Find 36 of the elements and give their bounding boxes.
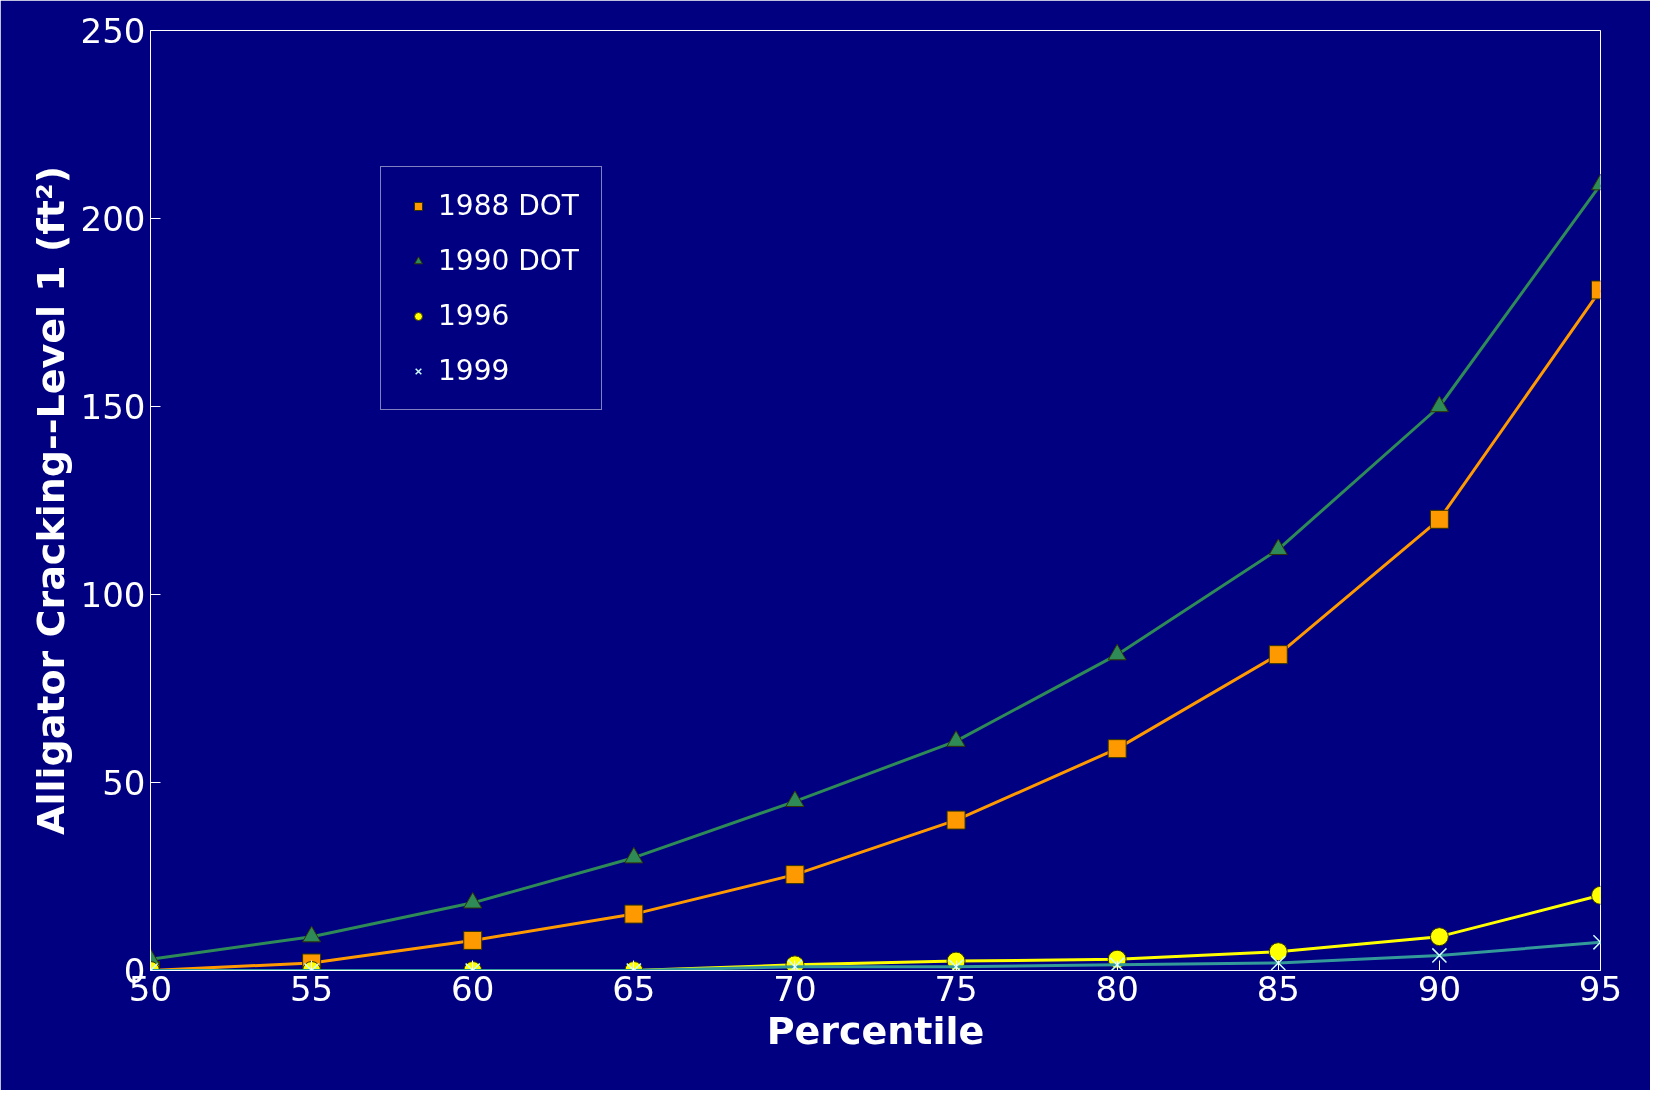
point (1268, 942, 1288, 962)
point (1107, 643, 1127, 661)
point (624, 904, 644, 924)
x-tick-label: 75 (934, 968, 978, 1009)
point (1107, 739, 1127, 759)
x-tick-label: 80 (1095, 968, 1139, 1009)
y-tick-label: 200 (80, 199, 146, 239)
point (1429, 395, 1449, 413)
legend-label: 1988 DOT (438, 189, 579, 222)
x-tick-label: 55 (289, 968, 334, 1009)
point (946, 730, 966, 747)
y-tick-label: 250 (80, 11, 146, 51)
y-tick-label: 150 (80, 387, 146, 427)
legend-label: 1999 (438, 354, 510, 387)
point (785, 790, 805, 807)
x-tick-label: 85 (1256, 968, 1300, 1009)
y-tick-label: 100 (80, 575, 146, 615)
point (1429, 509, 1449, 529)
x-tick-label: 90 (1417, 968, 1462, 1009)
legend-label: 1996 (438, 299, 510, 332)
x-axis-title: Percentile (766, 1008, 985, 1053)
point (946, 810, 966, 830)
point (1429, 927, 1449, 947)
x-tick-label: 95 (1578, 968, 1623, 1009)
point (785, 865, 805, 885)
point (624, 846, 644, 864)
x-tick-label: 70 (773, 968, 817, 1009)
point (1268, 538, 1288, 556)
x-tick-label: 65 (612, 968, 656, 1009)
x-tick-label: 60 (451, 968, 495, 1009)
point (463, 930, 483, 950)
y-tick-label: 50 (102, 763, 146, 803)
legend-label: 1990 DOT (438, 244, 579, 277)
point (302, 925, 322, 943)
y-axis-title: Alligator Cracking--Level 1 (ft²) (28, 165, 73, 835)
point (463, 891, 483, 909)
